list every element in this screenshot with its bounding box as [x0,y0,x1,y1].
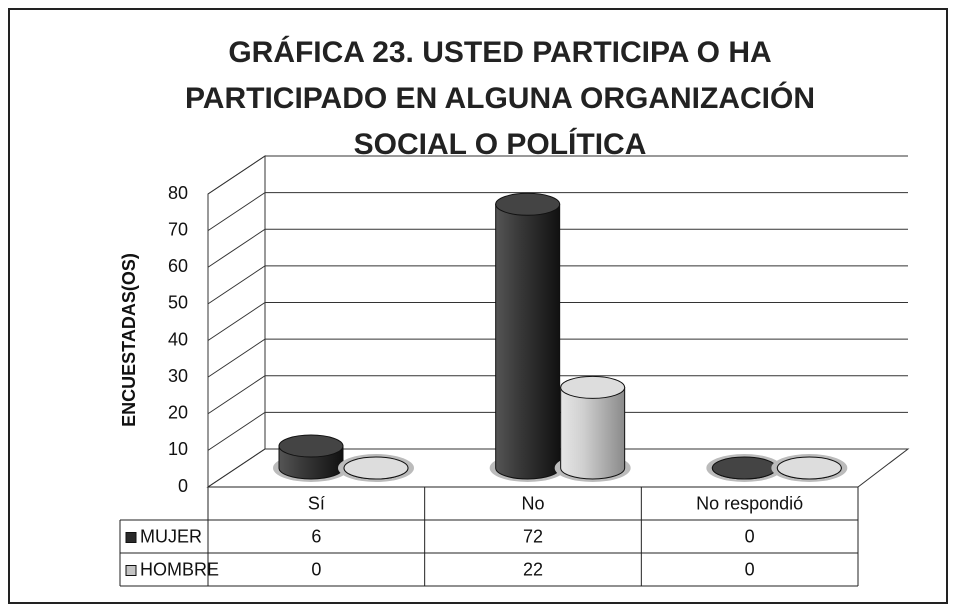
y-tick-label: 40 [168,329,188,349]
cylinder-top [278,434,344,458]
table-value: 6 [311,526,321,546]
table-value: 72 [523,526,543,546]
cylinder-top [495,192,561,216]
y-tick-label: 30 [168,366,188,386]
legend-swatch [125,565,137,576]
grid-line [207,192,908,232]
legend-swatch [125,532,137,543]
x-tick-label: Sí [308,493,325,513]
cylinder-top [776,456,842,480]
y-tick-label: 50 [168,293,188,313]
x-tick-label: No [521,493,544,513]
legend-label: HOMBRE [140,559,219,579]
grid-line [207,448,908,488]
y-axis-label: ENCUESTADAS(OS) [119,253,139,427]
table-value: 22 [523,559,543,579]
grid-line [207,375,908,415]
grid-line [207,302,908,341]
table-value: 0 [745,559,755,579]
cylinder-top [560,375,626,399]
legend-label: MUJER [140,526,202,546]
y-tick-label: 0 [178,476,188,496]
table-value: 0 [311,559,321,579]
cylinder-top [343,456,409,480]
y-tick-label: 10 [168,439,188,459]
table-value: 0 [745,526,755,546]
cylinder [560,386,626,480]
grid-line [207,228,908,268]
grid-line [207,155,908,195]
x-tick-label: No respondió [696,493,803,513]
grid-line [207,265,908,305]
cylinder-top [711,456,777,480]
y-tick-label: 70 [168,219,188,239]
y-tick-label: 60 [168,256,188,276]
frame [8,8,948,604]
y-tick-label: 80 [168,183,188,203]
grid-line [207,338,908,378]
cylinder [495,203,561,480]
grid-line [207,411,908,451]
y-tick-label: 20 [168,403,188,423]
chart-title: GRÁFICA 23. USTED PARTICIPA O HA PARTICI… [185,36,815,161]
